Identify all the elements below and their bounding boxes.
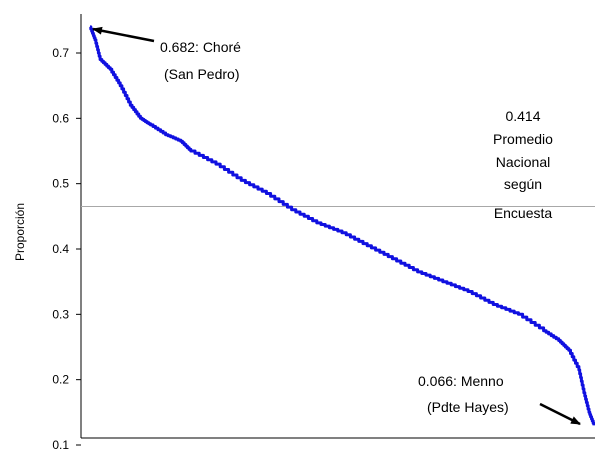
- max-annotation-line1: 0.682: Choré: [160, 39, 241, 55]
- avg-annotation-line1: 0.414: [505, 108, 540, 124]
- avg-annotation-line3: Nacional: [496, 154, 550, 170]
- y-tick-label: 0.5: [52, 177, 69, 191]
- avg-annotation-line5: Encuesta: [494, 205, 553, 221]
- y-ticks: 0.1 0.2 0.3 0.4 0.5 0.6 0.7: [52, 46, 81, 450]
- y-axis-title: Proporción: [13, 203, 27, 261]
- avg-annotation-line2: Promedio: [493, 131, 553, 147]
- max-annotation-line2: (San Pedro): [164, 66, 239, 82]
- y-tick-label: 0.3: [52, 307, 69, 321]
- max-arrow: [92, 26, 155, 43]
- y-tick-label: 0.1: [52, 438, 69, 450]
- y-tick-label: 0.6: [52, 111, 69, 125]
- min-arrow: [539, 402, 581, 426]
- y-tick-label: 0.7: [52, 46, 69, 60]
- y-tick-label: 0.2: [52, 373, 69, 387]
- min-annotation-line1: 0.066: Menno: [418, 373, 504, 389]
- avg-annotation-line4: según: [504, 176, 542, 192]
- series-line: [89, 25, 595, 426]
- min-annotation-line2: (Pdte Hayes): [427, 399, 509, 415]
- y-tick-label: 0.4: [52, 242, 69, 256]
